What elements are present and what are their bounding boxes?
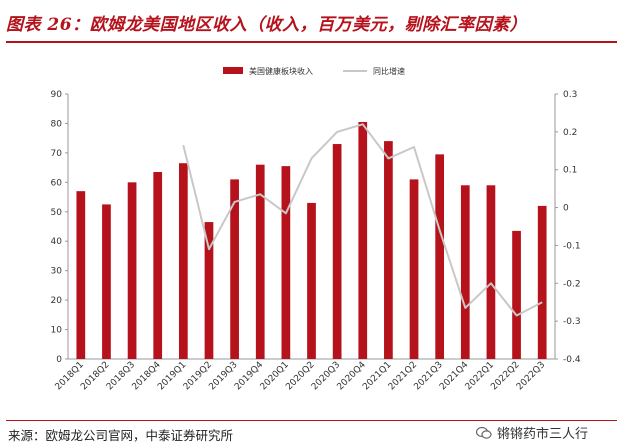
legend-bar-label: 美国健康板块收入 [249, 66, 313, 76]
left-tick-label: 50 [51, 208, 63, 218]
x-tick-label: 2022Q3 [515, 360, 547, 392]
left-tick-label: 60 [51, 178, 63, 188]
wechat-icon [476, 426, 492, 439]
bar [486, 185, 496, 359]
left-tick-label: 0 [56, 355, 62, 365]
left-tick-label: 10 [51, 326, 63, 336]
legend-line-label: 同比增速 [373, 66, 405, 76]
right-tick-label: 0.2 [563, 128, 577, 138]
bar [332, 144, 342, 359]
left-tick-label: 20 [51, 296, 63, 306]
bar [127, 182, 137, 359]
legend-bar-swatch [223, 67, 243, 74]
bar [435, 154, 445, 359]
bar [307, 202, 316, 359]
bar [358, 121, 368, 359]
figure-title: 图表 26：欧姆龙美国地区收入（收入，百万美元，剔除汇率因素） [6, 15, 528, 35]
bar [153, 172, 163, 359]
right-tick-label: 0 [563, 204, 569, 214]
left-tick-label: 40 [51, 237, 63, 247]
right-tick-label: -0.3 [563, 317, 581, 327]
bar [384, 141, 393, 359]
title-rule [6, 41, 617, 43]
left-tick-label: 80 [51, 119, 63, 129]
bar [102, 204, 111, 359]
watermark: 锵锵药市三人行 [476, 423, 588, 442]
bar [255, 164, 265, 359]
right-tick-label: -0.2 [563, 279, 581, 289]
bar [230, 179, 239, 359]
bottom-rule [6, 420, 617, 421]
bar [204, 222, 214, 359]
bar [460, 185, 470, 359]
bar [76, 191, 86, 359]
bar [409, 179, 419, 359]
right-tick-label: 0.1 [563, 166, 577, 176]
left-tick-label: 30 [51, 267, 63, 277]
bar [281, 166, 291, 359]
watermark-text: 锵锵药市三人行 [497, 427, 589, 442]
growth-line [182, 123, 543, 317]
right-tick-label: -0.1 [563, 241, 581, 251]
right-tick-label: 0.3 [563, 90, 577, 100]
bar [512, 230, 521, 359]
bar [537, 205, 547, 359]
left-tick-label: 70 [51, 149, 63, 159]
source-note: 来源：欧姆龙公司官网，中泰证券研究所 [8, 428, 234, 443]
left-tick-label: 90 [51, 90, 63, 100]
right-tick-label: -0.4 [563, 355, 581, 365]
bar [178, 163, 188, 359]
